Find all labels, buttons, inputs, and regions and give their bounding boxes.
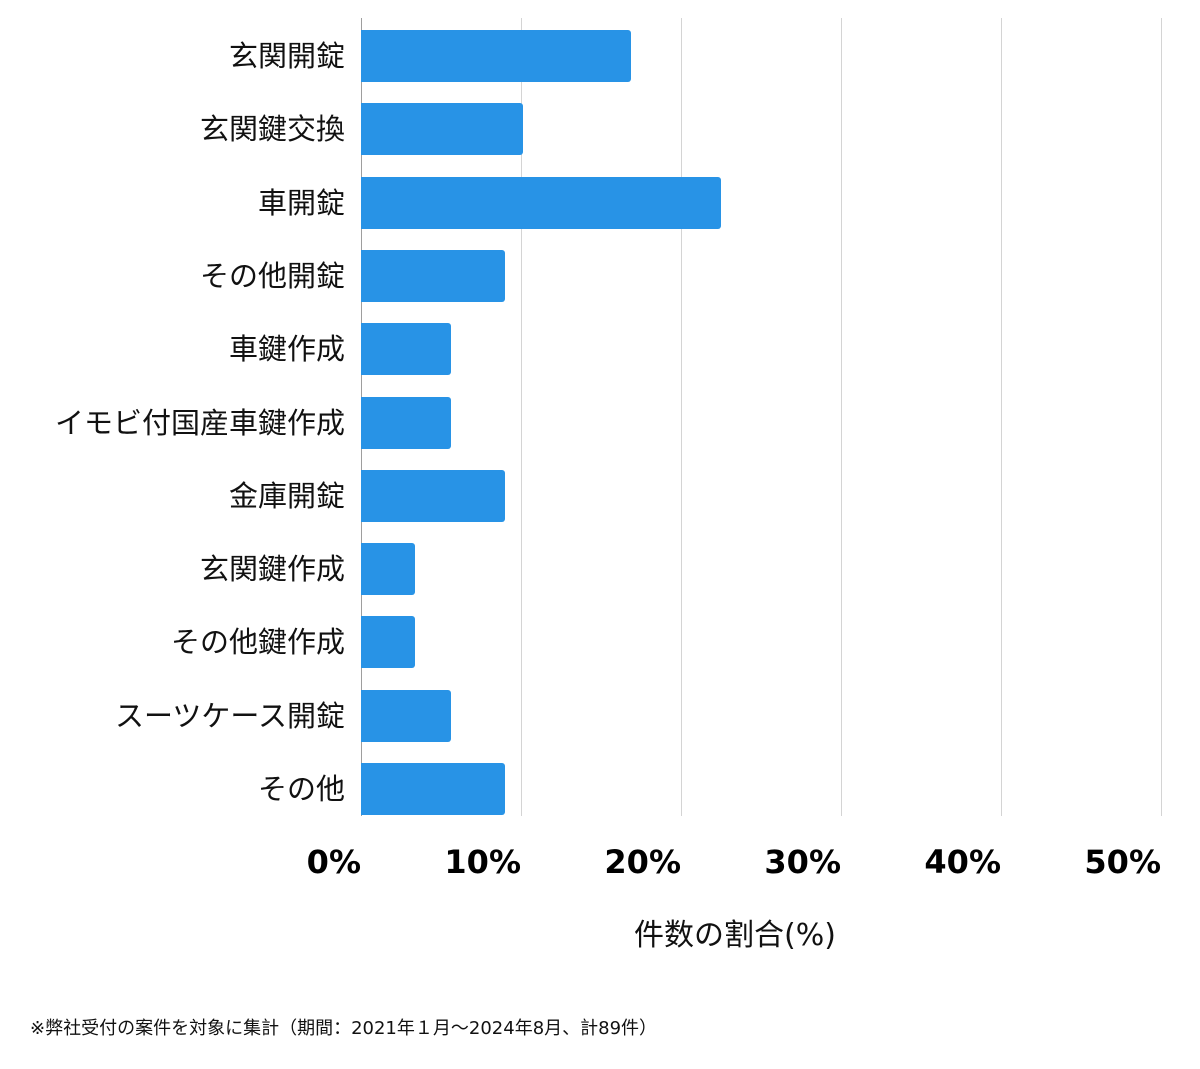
x-tick-label: 10% [444, 843, 521, 881]
category-label: 金庫開錠 [228, 479, 345, 513]
x-tick-label: 20% [604, 843, 681, 881]
bar [361, 397, 451, 449]
gridline [1001, 18, 1002, 816]
gridline [521, 18, 522, 816]
x-tick-label: 50% [1084, 843, 1161, 881]
gridline [1161, 18, 1162, 816]
category-label: 玄関鍵交換 [199, 112, 345, 146]
bar [361, 470, 505, 522]
gridline [681, 18, 682, 816]
category-label: 車鍵作成 [228, 332, 345, 366]
x-tick-label: 0% [306, 843, 361, 881]
bar [361, 763, 505, 815]
bar [361, 177, 721, 229]
x-tick-label: 30% [764, 843, 841, 881]
category-label: その他開錠 [199, 259, 345, 293]
category-label: 車開錠 [257, 186, 345, 220]
x-tick-label: 40% [924, 843, 1001, 881]
bar [361, 103, 523, 155]
x-axis-title: 件数の割合(%) [634, 918, 836, 953]
footnote: ※弊社受付の案件を対象に集計（期間：2021年１月〜2024年8月、計89件） [30, 1018, 658, 1039]
category-label: スーツケース開錠 [115, 699, 345, 733]
category-label: その他 [257, 772, 345, 806]
bar [361, 30, 631, 82]
gridline [841, 18, 842, 816]
category-label: 玄関鍵作成 [199, 552, 345, 586]
bar [361, 616, 415, 668]
category-label: 玄関開錠 [228, 39, 345, 73]
bar [361, 543, 415, 595]
category-label: その他鍵作成 [170, 625, 345, 659]
bar [361, 690, 451, 742]
bar [361, 323, 451, 375]
bar [361, 250, 505, 302]
category-label: イモビ付国産車鍵作成 [54, 406, 345, 440]
